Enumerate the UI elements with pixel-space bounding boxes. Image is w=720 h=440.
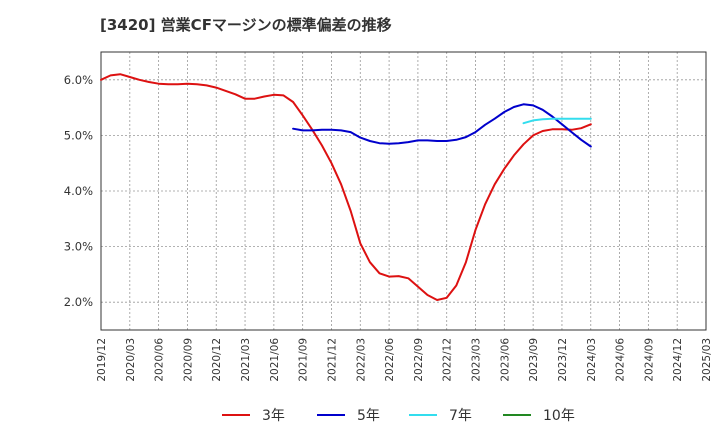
- legend-swatch: [317, 414, 345, 416]
- x-tick-label: 2024/06: [615, 338, 627, 382]
- x-tick-label: 2020/03: [125, 338, 137, 382]
- x-tick-label: 2021/09: [298, 338, 310, 382]
- x-tick-label: 2023/09: [528, 338, 540, 382]
- x-tick-label: 2021/12: [326, 338, 338, 382]
- x-tick-label: 2025/03: [701, 338, 713, 382]
- y-tick-label: 6.0%: [64, 73, 93, 87]
- x-tick-label: 2022/12: [442, 338, 454, 382]
- series-layer: [100, 73, 592, 301]
- legend-swatch: [222, 414, 250, 416]
- x-tick-label: 2022/06: [384, 338, 396, 382]
- legend-item: 10年: [503, 403, 575, 427]
- x-tick-label: 2022/03: [355, 338, 367, 382]
- y-tick-label: 2.0%: [64, 295, 93, 309]
- x-tick-label: 2024/12: [672, 338, 684, 382]
- x-tick-label: 2020/06: [154, 338, 166, 382]
- grid-layer: [101, 52, 706, 330]
- x-tick-label: 2024/03: [586, 338, 598, 382]
- series-line-3: [522, 117, 592, 125]
- legend-item: 3年: [222, 403, 285, 427]
- chart-title: [3420] 営業CFマージンの標準偏差の推移: [100, 16, 392, 34]
- x-tick-label: 2020/12: [211, 338, 223, 382]
- series-line-2: [292, 103, 592, 148]
- plot-frame: [100, 51, 707, 331]
- x-tick-label: 2021/03: [240, 338, 252, 382]
- y-tick-label: 5.0%: [64, 128, 93, 142]
- series-line-1: [100, 73, 592, 301]
- legend-label: 3年: [262, 408, 285, 424]
- x-tick-label: 2023/03: [471, 338, 483, 382]
- y-tick-label: 3.0%: [64, 240, 93, 254]
- legend-item: 5年: [317, 403, 380, 427]
- x-tick-label: 2024/09: [643, 338, 655, 382]
- legend-label: 5年: [357, 408, 380, 424]
- y-tick-label: 4.0%: [64, 184, 93, 198]
- x-tick-label: 2019/12: [96, 338, 108, 382]
- x-tick-label: 2023/06: [499, 338, 511, 382]
- x-tick-label: 2023/12: [557, 338, 569, 382]
- legend-item: 7年: [409, 403, 472, 427]
- legend-label: 10年: [543, 408, 575, 424]
- legend-label: 7年: [449, 408, 472, 424]
- chart-legend: 3年 5年 7年 10年: [0, 403, 720, 427]
- legend-swatch: [409, 414, 437, 416]
- x-tick-label: 2022/09: [413, 338, 425, 382]
- x-tick-label: 2021/06: [269, 338, 281, 382]
- legend-swatch: [503, 414, 531, 416]
- axis-layer: 2019/12 2020/03 2020/06 2020/09 2020/12 2021/…: [64, 51, 713, 382]
- x-tick-label: 2020/09: [182, 338, 194, 382]
